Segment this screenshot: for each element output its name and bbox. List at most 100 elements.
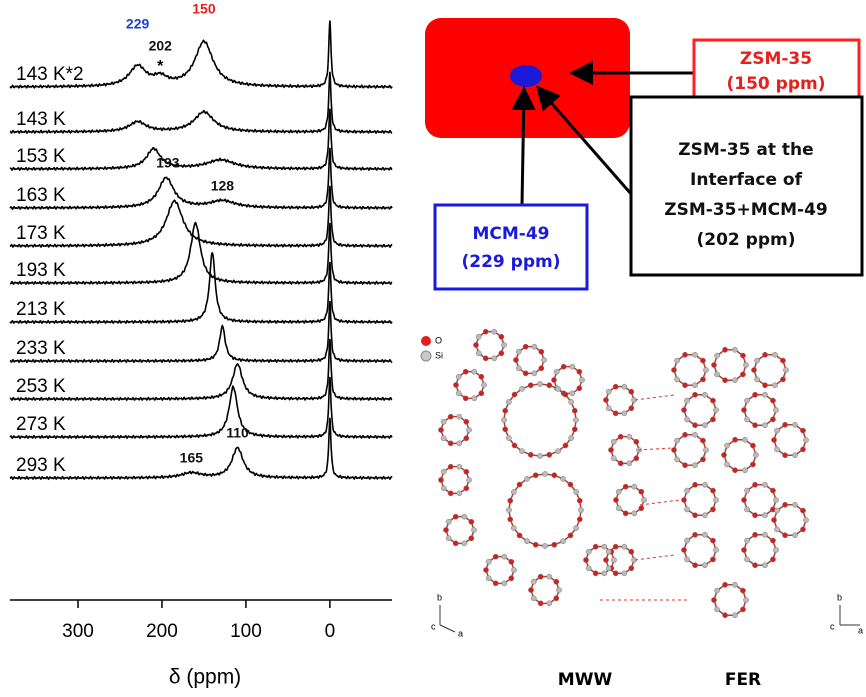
oxygen <box>528 587 533 592</box>
oxygen <box>752 392 757 397</box>
oxygen <box>634 439 639 444</box>
silicon <box>674 438 679 443</box>
oxygen <box>539 366 544 371</box>
spectrum <box>10 377 392 438</box>
silicon <box>713 407 718 412</box>
oxygen <box>563 443 568 448</box>
oxygen <box>623 511 628 516</box>
silicon <box>457 491 462 496</box>
oxygen <box>503 427 508 432</box>
oxygen <box>722 347 727 352</box>
oxygen <box>538 601 543 606</box>
silicon <box>684 398 689 403</box>
silicon <box>537 453 542 458</box>
oxygen <box>700 457 705 462</box>
silicon <box>441 486 446 491</box>
silicon <box>622 411 627 416</box>
trace-label: 273 K <box>16 414 66 435</box>
oxygen <box>464 419 469 424</box>
oxygen <box>554 579 559 584</box>
silicon <box>754 358 759 363</box>
silicon <box>616 506 621 511</box>
oxygen <box>448 464 453 469</box>
silicon <box>674 457 679 462</box>
oxygen <box>752 563 757 568</box>
silicon <box>611 456 616 461</box>
oxygen <box>577 517 582 522</box>
silicon <box>762 482 767 487</box>
silicon <box>702 532 707 537</box>
oxygen <box>692 482 697 487</box>
trace-label: 193 K <box>16 260 66 281</box>
silicon <box>502 554 507 559</box>
box-text: ZSM-35+MCM-49 <box>664 200 827 220</box>
trace-label: 143 K <box>16 109 66 130</box>
trace-label: 143 K*2 <box>16 64 84 85</box>
silicon <box>441 469 446 474</box>
box-text: (150 ppm) <box>727 74 826 94</box>
oxygen <box>711 597 716 602</box>
silicon <box>574 489 579 494</box>
silicon <box>714 588 719 593</box>
oxygen <box>613 544 618 549</box>
silicon <box>457 464 462 469</box>
silicon <box>674 358 679 363</box>
silicon <box>774 527 779 532</box>
oxygen <box>483 567 488 572</box>
oxygen <box>523 344 528 349</box>
oxygen <box>750 443 755 448</box>
legend-dot <box>421 336 431 346</box>
trace-label: 253 K <box>16 376 66 397</box>
silicon <box>762 392 767 397</box>
silicon <box>753 452 758 457</box>
silicon <box>774 447 779 452</box>
oxygen <box>613 384 618 389</box>
silicon <box>506 435 511 440</box>
oxygen <box>503 408 508 413</box>
oxygen <box>547 452 552 457</box>
silicon <box>792 422 797 427</box>
silicon <box>744 488 749 493</box>
silicon <box>632 511 637 516</box>
oxygen <box>608 447 613 452</box>
oxygen <box>681 407 686 412</box>
oxygen <box>463 369 468 374</box>
oxygen <box>700 438 705 443</box>
oxygen <box>682 432 687 437</box>
oxygen <box>517 533 522 538</box>
silicon <box>446 536 451 541</box>
oxygen <box>554 596 559 601</box>
oxygen <box>539 349 544 354</box>
silicon <box>457 414 462 419</box>
silicon <box>692 463 697 468</box>
silicon <box>537 381 542 386</box>
silicon <box>772 352 777 357</box>
oxygen <box>533 542 538 547</box>
oxygen <box>513 357 518 362</box>
silicon <box>774 508 779 513</box>
silicon <box>446 519 451 524</box>
silicon <box>532 371 537 376</box>
silicon <box>762 563 767 568</box>
silicon <box>476 351 481 356</box>
silicon <box>641 497 646 502</box>
oxygen <box>692 423 697 428</box>
silicon <box>772 383 777 388</box>
box-text: Interface of <box>690 170 803 190</box>
silicon <box>702 563 707 568</box>
oxygen <box>692 392 697 397</box>
oxygen <box>629 389 634 394</box>
silicon <box>762 532 767 537</box>
silicon <box>602 571 607 576</box>
oxygen <box>603 397 608 402</box>
oxygen <box>752 513 757 518</box>
oxygen <box>710 488 715 493</box>
silicon <box>569 399 574 404</box>
silicon <box>502 581 507 586</box>
oxygen <box>443 527 448 532</box>
oxygen <box>722 378 727 383</box>
silicon <box>441 419 446 424</box>
silicon <box>466 427 471 432</box>
oxygen <box>800 447 805 452</box>
oxygen <box>639 489 644 494</box>
